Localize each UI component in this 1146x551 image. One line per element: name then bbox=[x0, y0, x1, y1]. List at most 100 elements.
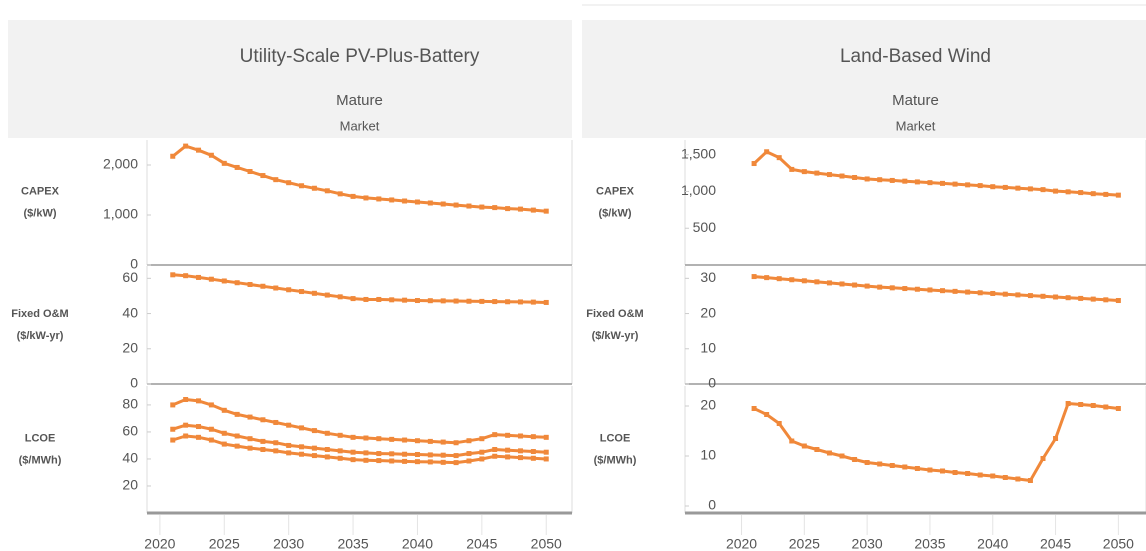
point bbox=[183, 143, 189, 149]
point bbox=[789, 166, 795, 172]
y-tick-label: 20 bbox=[700, 397, 716, 413]
point bbox=[505, 299, 511, 305]
panel-label: Market bbox=[896, 118, 936, 133]
point bbox=[260, 283, 266, 289]
point bbox=[789, 438, 795, 444]
x-tick-label: 2045 bbox=[1040, 536, 1071, 551]
point bbox=[427, 452, 433, 458]
point bbox=[1015, 185, 1021, 191]
row-unit: ($/kW-yr) bbox=[592, 330, 639, 342]
point bbox=[260, 438, 266, 444]
point bbox=[427, 200, 433, 206]
point bbox=[196, 424, 202, 430]
point bbox=[247, 414, 253, 420]
y-tick-label: 10 bbox=[700, 339, 716, 355]
point bbox=[1053, 436, 1059, 441]
point bbox=[902, 286, 908, 292]
point bbox=[764, 149, 770, 155]
point bbox=[414, 199, 420, 205]
point bbox=[183, 433, 189, 439]
point bbox=[337, 191, 343, 197]
point bbox=[466, 298, 472, 304]
point bbox=[466, 458, 472, 464]
y-tick-label: 20 bbox=[700, 304, 716, 320]
point bbox=[764, 275, 770, 281]
point bbox=[234, 164, 240, 170]
point bbox=[977, 290, 983, 296]
point bbox=[337, 455, 343, 461]
point bbox=[286, 422, 292, 428]
point bbox=[273, 448, 279, 454]
point bbox=[952, 181, 958, 187]
point bbox=[363, 435, 369, 441]
point bbox=[350, 193, 356, 199]
y-tick-label: 20 bbox=[122, 477, 138, 493]
point bbox=[826, 280, 832, 286]
point bbox=[877, 284, 883, 290]
x-tick-label: 2030 bbox=[273, 536, 304, 551]
point bbox=[1115, 298, 1121, 304]
point bbox=[940, 288, 946, 294]
y-tick-label: 1,000 bbox=[103, 206, 138, 222]
point bbox=[492, 447, 498, 452]
point bbox=[952, 288, 958, 294]
point bbox=[453, 440, 459, 446]
point bbox=[389, 297, 395, 303]
x-tick-label: 2020 bbox=[726, 536, 757, 551]
point bbox=[286, 450, 292, 456]
point bbox=[479, 298, 485, 304]
point bbox=[940, 468, 946, 474]
point bbox=[543, 456, 549, 462]
point bbox=[814, 447, 820, 452]
point bbox=[826, 450, 832, 456]
point bbox=[170, 402, 176, 408]
point bbox=[1040, 187, 1046, 193]
point bbox=[801, 278, 807, 284]
point bbox=[299, 444, 305, 450]
point bbox=[286, 442, 292, 448]
y-tick-label: 0 bbox=[708, 497, 716, 513]
point bbox=[505, 447, 511, 453]
point bbox=[1090, 296, 1096, 302]
point bbox=[914, 179, 920, 185]
x-tick-label: 2035 bbox=[914, 536, 945, 551]
header-bg bbox=[8, 20, 572, 138]
point bbox=[864, 176, 870, 182]
point bbox=[839, 453, 845, 459]
point bbox=[776, 276, 782, 282]
row-label: LCOE bbox=[25, 432, 56, 444]
point bbox=[492, 205, 498, 211]
point bbox=[440, 459, 446, 465]
point bbox=[1027, 293, 1033, 299]
point bbox=[1078, 295, 1084, 301]
point bbox=[530, 449, 536, 455]
point bbox=[1002, 291, 1008, 297]
point bbox=[530, 299, 536, 305]
panel-subtitle: Mature bbox=[892, 92, 939, 109]
panel-subtitle: Mature bbox=[336, 92, 383, 109]
point bbox=[196, 147, 202, 153]
point bbox=[183, 273, 189, 279]
series-line bbox=[753, 275, 1119, 302]
point bbox=[505, 454, 511, 460]
point bbox=[273, 440, 279, 446]
point bbox=[1053, 294, 1059, 300]
point bbox=[751, 406, 757, 411]
point bbox=[1090, 403, 1096, 408]
point bbox=[1027, 186, 1033, 192]
point bbox=[260, 173, 266, 179]
point bbox=[299, 289, 305, 295]
y-tick-label: 0 bbox=[130, 375, 138, 391]
point bbox=[902, 464, 908, 470]
point bbox=[466, 451, 472, 457]
point bbox=[196, 434, 202, 440]
point bbox=[299, 425, 305, 431]
point bbox=[1040, 293, 1046, 299]
point bbox=[286, 180, 292, 186]
x-tick-label: 2050 bbox=[531, 536, 562, 551]
y-tick-label: 40 bbox=[122, 304, 138, 320]
point bbox=[247, 436, 253, 442]
point bbox=[337, 448, 343, 454]
y-tick-label: 0 bbox=[708, 375, 716, 391]
point bbox=[889, 177, 895, 183]
